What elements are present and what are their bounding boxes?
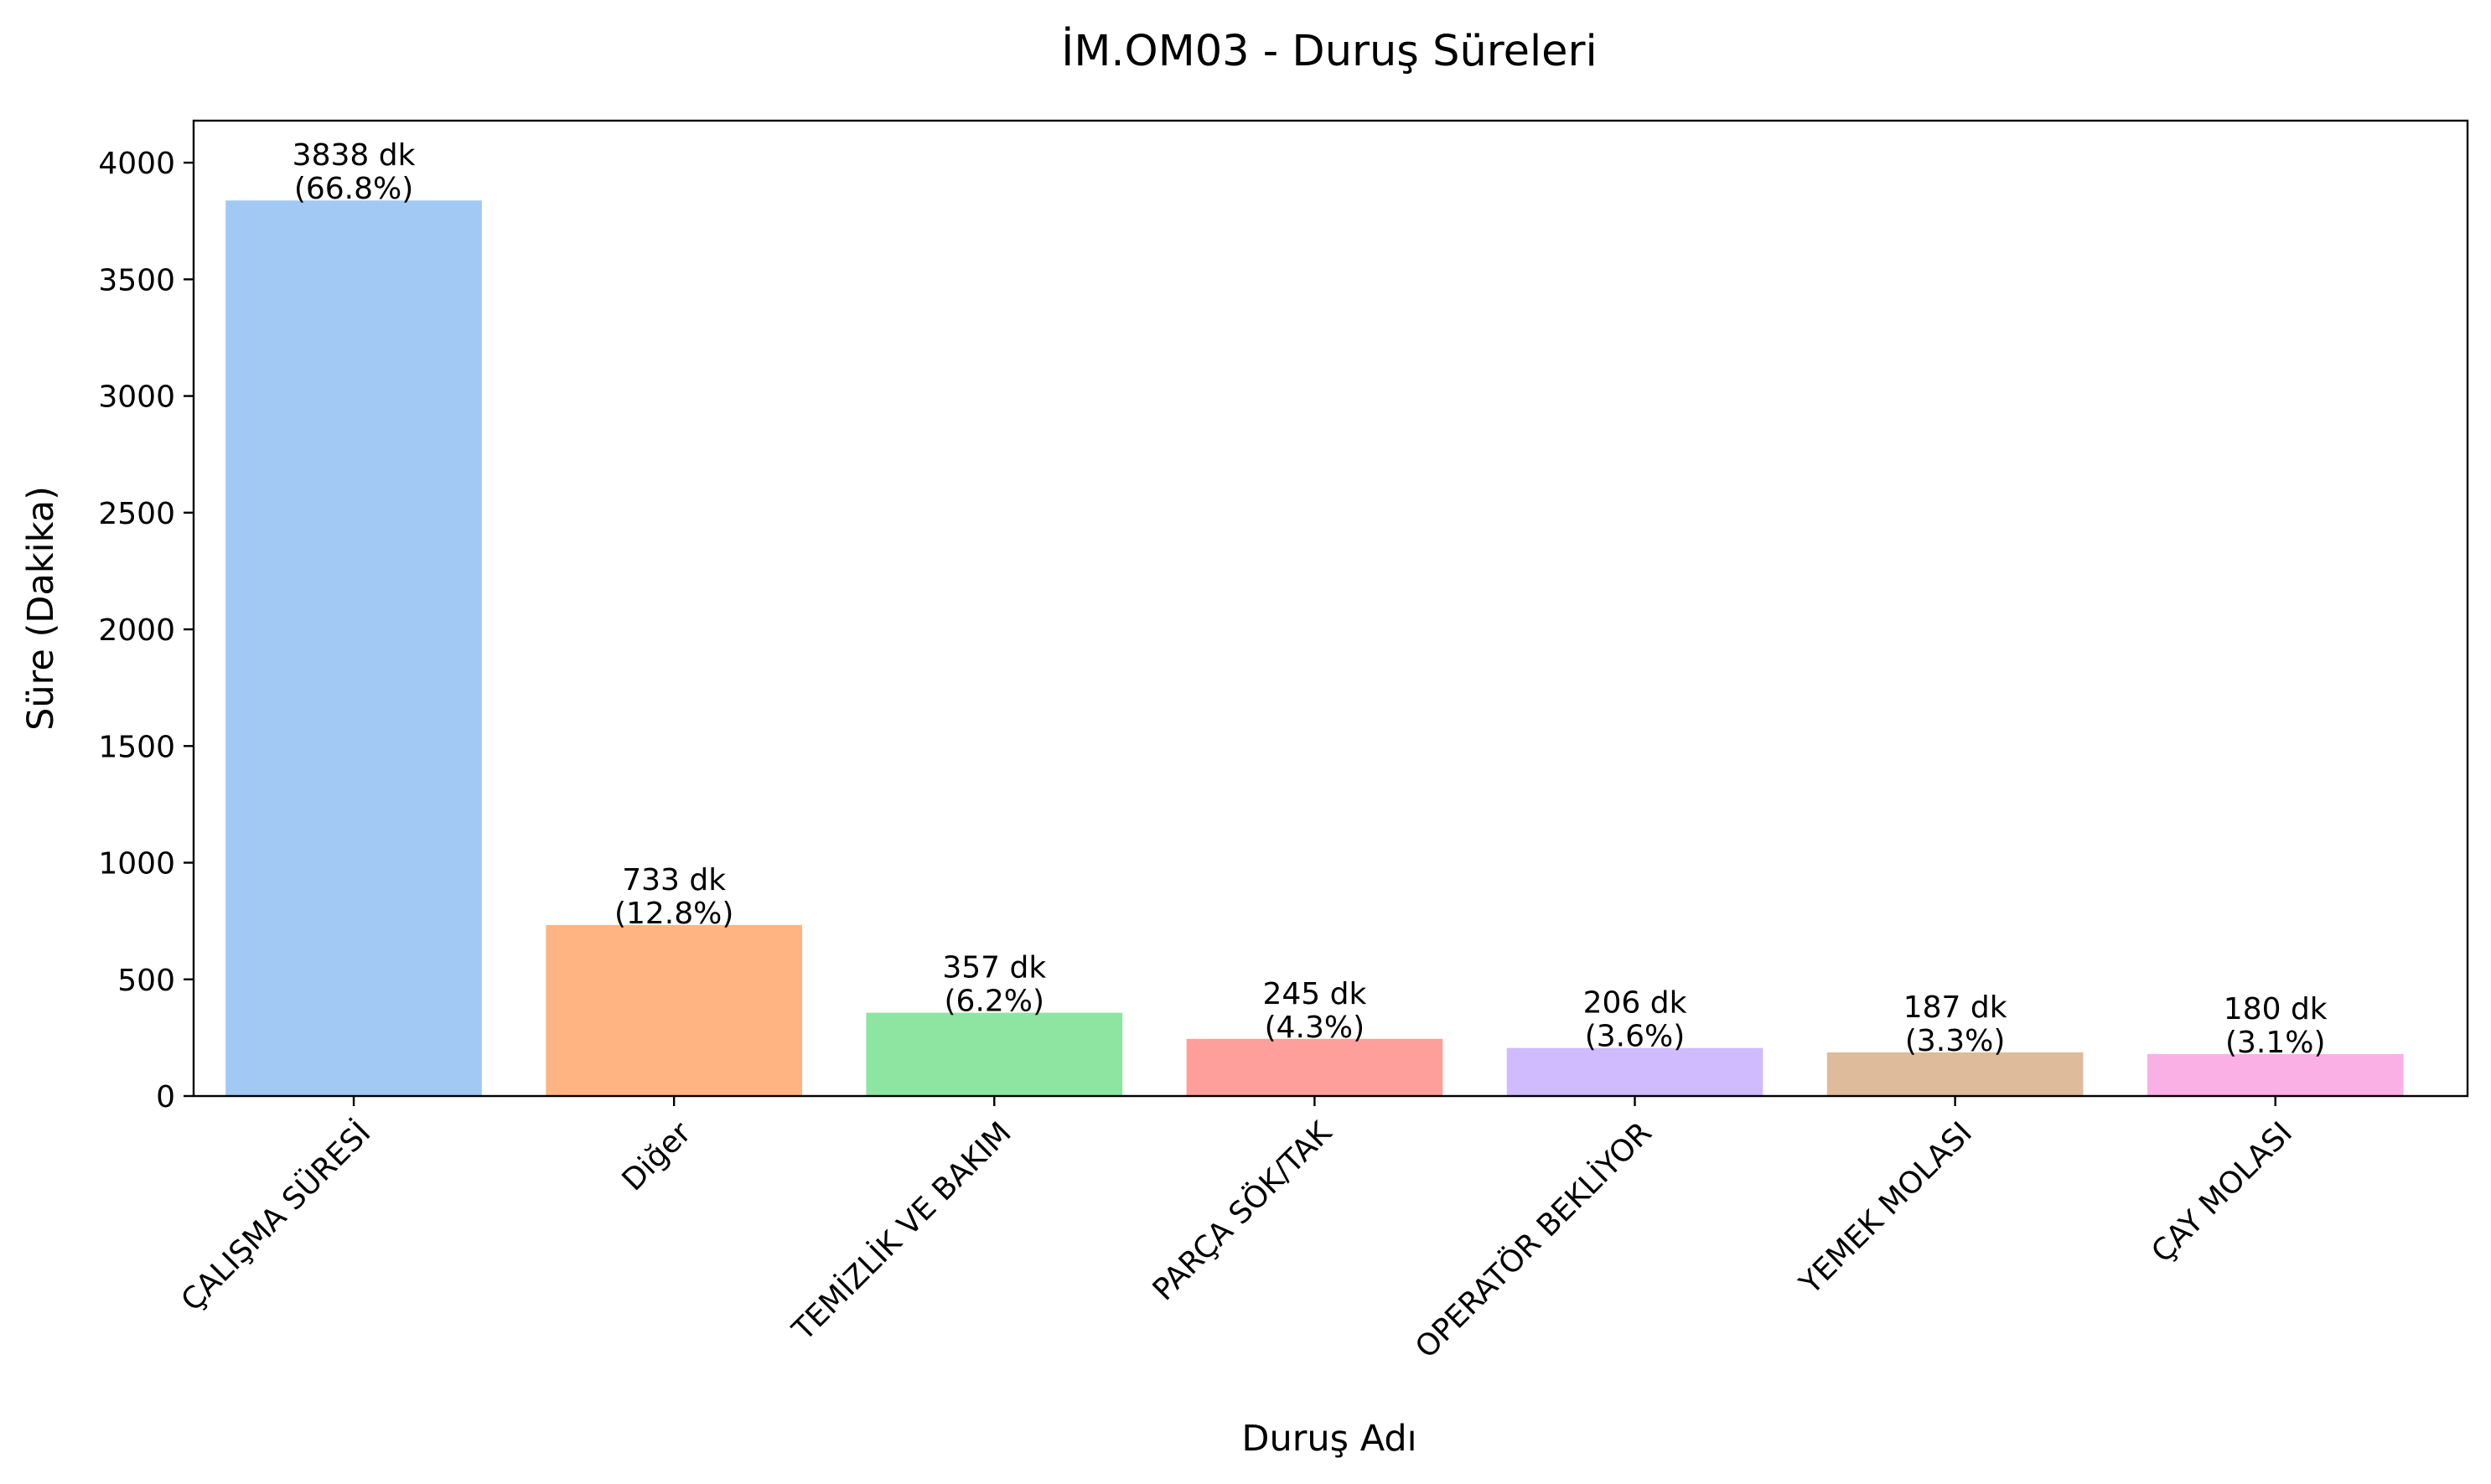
bar bbox=[1186, 1038, 1443, 1096]
bar-percent-label: (12.8%) bbox=[614, 897, 733, 931]
bar-value-label: 245 dk bbox=[1262, 977, 1366, 1011]
bar-percent-label: (66.8%) bbox=[294, 172, 413, 206]
x-tick-label: ÇAY MOLASI bbox=[2145, 1115, 2299, 1269]
bar-percent-label: (3.1%) bbox=[2225, 1026, 2326, 1060]
bar-percent-label: (3.6%) bbox=[1585, 1020, 1686, 1054]
bar-value-label: 180 dk bbox=[2224, 992, 2328, 1026]
bar bbox=[1506, 1047, 1763, 1096]
bar-value-label: 206 dk bbox=[1583, 986, 1687, 1021]
x-tick-label: TEMİZLİK VE BAKIM bbox=[785, 1115, 1018, 1348]
bar-percent-label: (4.3%) bbox=[1265, 1011, 1365, 1045]
y-tick-label: 4000 bbox=[98, 147, 175, 181]
x-tick-label: ÇALIŞMA SÜRESİ bbox=[174, 1115, 377, 1318]
chart-title: İM.OM03 - Duruş Süreleri bbox=[1061, 25, 1597, 76]
bar-value-label: 733 dk bbox=[622, 863, 726, 897]
y-tick-label: 2000 bbox=[98, 613, 175, 648]
x-axis-label: Duruş Adı bbox=[1241, 1418, 1416, 1460]
data-labels-group: 3838 dk(66.8%) 733 dk(12.8%) 357 dk(6.2%) 2… bbox=[293, 138, 2328, 1060]
x-tick-label: PARÇA SÖK/TAK bbox=[1146, 1114, 1339, 1308]
y-tick-label: 3500 bbox=[98, 263, 175, 297]
bar bbox=[1826, 1052, 2084, 1096]
x-axis: ÇALIŞMA SÜRESİ Diğer TEMİZLİK VE BAKIM PARÇ… bbox=[174, 1096, 2299, 1365]
y-tick-label: 1000 bbox=[98, 847, 175, 882]
bar-value-label: 187 dk bbox=[1903, 990, 2007, 1025]
x-tick-label: YEMEK MOLASI bbox=[1793, 1115, 1979, 1301]
bar-value-label: 357 dk bbox=[942, 951, 1046, 985]
y-axis-label: Süre (Dakika) bbox=[20, 486, 62, 731]
bars-group bbox=[225, 200, 2404, 1097]
y-tick-label: 500 bbox=[117, 964, 175, 998]
y-axis: 0 500 1000 1500 2000 2500 3000 3500 4000 bbox=[98, 147, 194, 1114]
bar bbox=[546, 924, 803, 1096]
y-tick-label: 1500 bbox=[98, 730, 175, 764]
y-tick-label: 2500 bbox=[98, 497, 175, 531]
plot-frame bbox=[192, 119, 2469, 1098]
bar bbox=[225, 200, 482, 1097]
bar-percent-label: (3.3%) bbox=[1905, 1024, 2006, 1058]
bar-value-label: 3838 dk bbox=[293, 138, 416, 173]
bar bbox=[866, 1012, 1123, 1096]
x-tick-label: OPERATÖR BEKLİYOR bbox=[1408, 1115, 1658, 1365]
x-tick-label: Diğer bbox=[616, 1115, 698, 1197]
bar-percent-label: (6.2%) bbox=[945, 985, 1045, 1019]
y-tick-label: 0 bbox=[156, 1080, 175, 1114]
bar bbox=[2147, 1053, 2404, 1096]
y-tick-label: 3000 bbox=[98, 380, 175, 415]
